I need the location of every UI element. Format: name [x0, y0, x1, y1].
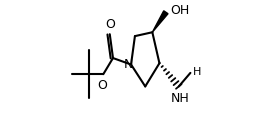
Polygon shape — [152, 11, 168, 32]
Text: H: H — [193, 67, 201, 77]
Text: OH: OH — [170, 4, 189, 17]
Text: O: O — [97, 79, 107, 92]
Text: N: N — [123, 58, 133, 71]
Text: O: O — [105, 18, 115, 31]
Text: NH: NH — [171, 92, 189, 105]
